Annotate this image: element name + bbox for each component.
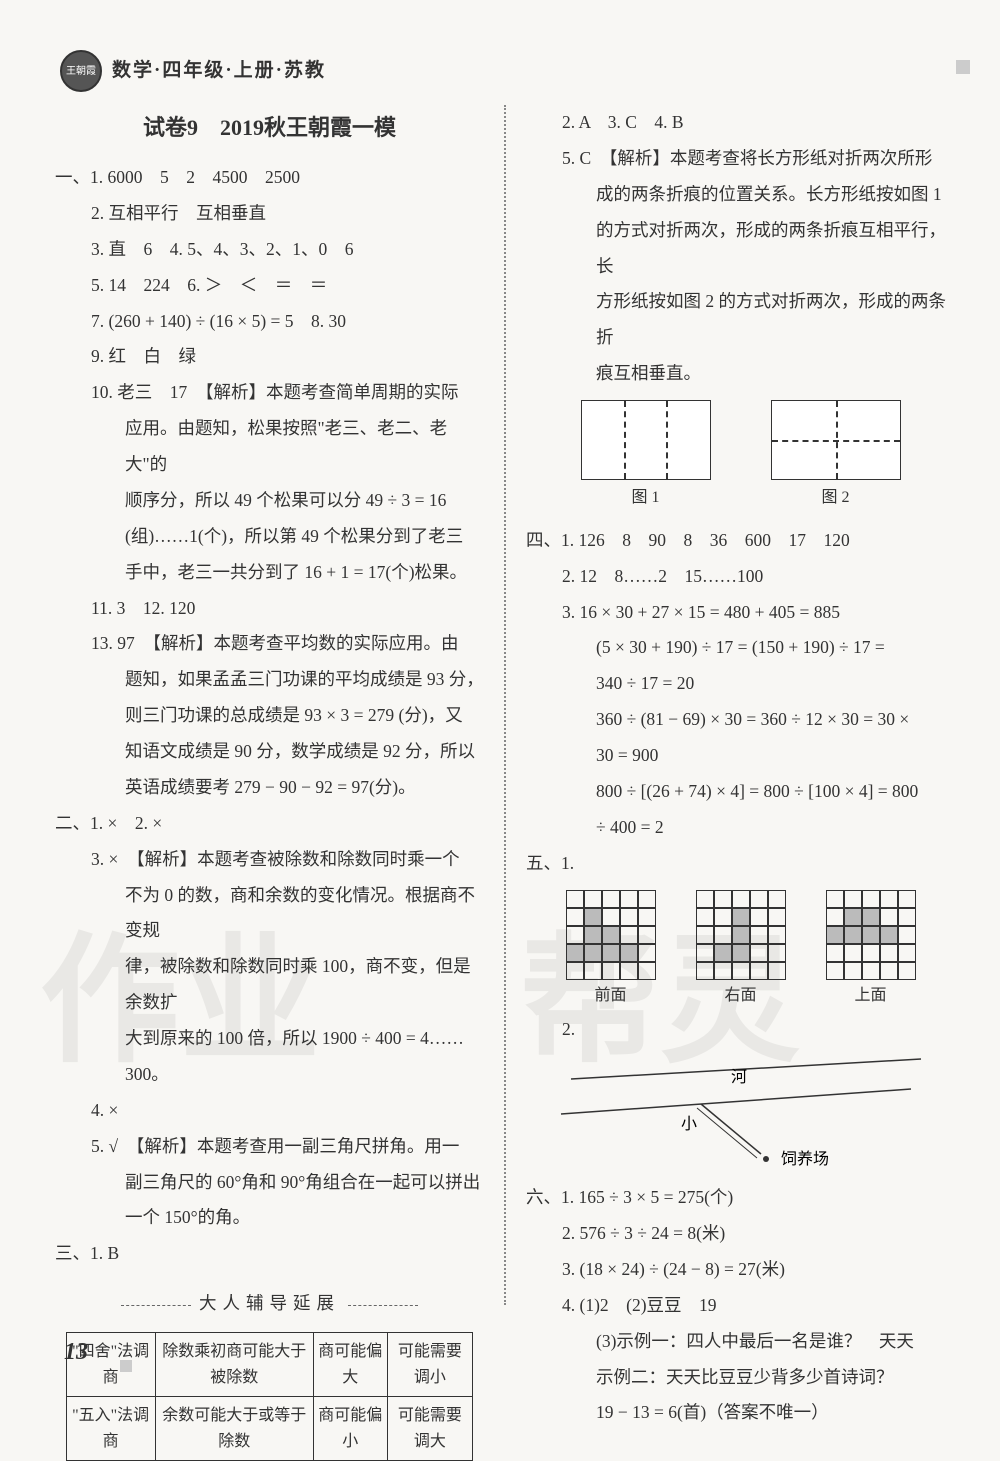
answer-line: 3. 16 × 30 + 27 × 15 = 480 + 405 = 885 bbox=[526, 595, 955, 631]
calc-line: 800 ÷ [(26 + 74) × 4] = 800 ÷ [100 × 4] … bbox=[526, 774, 955, 810]
answer-line: 2. bbox=[526, 1012, 955, 1048]
answer-line: 13. 97 【解析】本题考查平均数的实际应用。由 bbox=[55, 626, 484, 662]
table-cell: 余数可能大于或等于除数 bbox=[155, 1397, 313, 1461]
grid-right: 右面 bbox=[696, 890, 786, 1013]
answer-line: 11. 3 12. 120 bbox=[55, 591, 484, 627]
table-cell: 商可能偏小 bbox=[314, 1397, 388, 1461]
answer-line: 2. A 3. C 4. B bbox=[526, 105, 955, 141]
answer-line: 4. (1)2 (2)豆豆 19 bbox=[526, 1288, 955, 1324]
answer-line: 三、1. B bbox=[55, 1236, 484, 1272]
exam-title: 试卷9 2019秋王朝霞一模 bbox=[55, 105, 484, 150]
answer-line: 3. × 【解析】本题考查被除数和除数同时乘一个 bbox=[55, 842, 484, 878]
analysis-text: (组)……1(个)，所以第 49 个松果分到了老三 bbox=[55, 519, 484, 555]
analysis-text: 大到原来的 100 倍，所以 1900 ÷ 400 = 4……300。 bbox=[55, 1021, 484, 1093]
river-figure: 河 小 饲养场 bbox=[551, 1054, 931, 1174]
answer-line: 一、1. 6000 5 2 4500 2500 bbox=[55, 160, 484, 196]
calc-line: 360 ÷ (81 − 69) × 30 = 360 ÷ 12 × 30 = 3… bbox=[526, 702, 955, 738]
calc-line: 340 ÷ 17 = 20 bbox=[526, 666, 955, 702]
analysis-text: 不为 0 的数，商和余数的变化情况。根据商不变规 bbox=[55, 878, 484, 950]
analysis-text: 题知，如果孟孟三门功课的平均成绩是 93 分， bbox=[55, 662, 484, 698]
grid-label: 前面 bbox=[566, 980, 656, 1013]
grid-front: 前面 bbox=[566, 890, 656, 1013]
tutor-section-title: 大人辅导延展 bbox=[55, 1286, 484, 1322]
analysis-text: 则三门功课的总成绩是 93 × 3 = 279 (分)，又 bbox=[55, 698, 484, 734]
fig-label: 图 2 bbox=[771, 482, 901, 515]
grid-label: 右面 bbox=[696, 980, 786, 1013]
answer-line: 7. (260 + 140) ÷ (16 × 5) = 5 8. 30 bbox=[55, 304, 484, 340]
fold-figures: 图 1 图 2 bbox=[526, 400, 955, 515]
table-cell: 可能需要调小 bbox=[387, 1333, 473, 1397]
table-cell: 可能需要调大 bbox=[387, 1397, 473, 1461]
fig-label: 图 1 bbox=[581, 482, 711, 515]
grid-top: 上面 bbox=[826, 890, 916, 1013]
table-cell: 商可能偏大 bbox=[314, 1333, 388, 1397]
answer-line: 19 − 13 = 6(首)（答案不唯一） bbox=[526, 1395, 955, 1431]
page-number: 13 bbox=[64, 1330, 88, 1376]
main-content: 试卷9 2019秋王朝霞一模 一、1. 6000 5 2 4500 2500 2… bbox=[55, 105, 955, 1461]
answer-line: (3)示例一：四人中最后一名是谁？ 天天 bbox=[526, 1324, 955, 1360]
logo-badge: 王朝霞 bbox=[60, 50, 102, 92]
analysis-text: 应用。由题知，松果按照"老三、老二、老大"的 bbox=[55, 411, 484, 483]
answer-line: 4. × bbox=[55, 1093, 484, 1129]
column-divider bbox=[504, 105, 506, 1305]
analysis-text: 律，被除数和除数同时乘 100，商不变，但是余数扩 bbox=[55, 949, 484, 1021]
tutor-table: "四舍"法调商 除数乘初商可能大于被除数 商可能偏大 可能需要调小 "五入"法调… bbox=[66, 1332, 474, 1461]
page-header: 王朝霞 数学·四年级·上册·苏教 bbox=[60, 50, 326, 92]
answer-line: 2. 576 ÷ 3 ÷ 24 = 8(米) bbox=[526, 1216, 955, 1252]
grid-views: 前面 右面 上面 bbox=[526, 890, 955, 1013]
answer-line: 四、1. 126 8 90 8 36 600 17 120 bbox=[526, 523, 955, 559]
analysis-text: 手中，老三一共分到了 16 + 1 = 17(个)松果。 bbox=[55, 555, 484, 591]
answer-line: 9. 红 白 绿 bbox=[55, 339, 484, 375]
figure-2: 图 2 bbox=[771, 400, 901, 515]
analysis-text: 方形纸按如图 2 的方式对折两次，形成的两条折 bbox=[526, 284, 955, 356]
answer-line: 二、1. × 2. × bbox=[55, 806, 484, 842]
table-row: "五入"法调商 余数可能大于或等于除数 商可能偏小 可能需要调大 bbox=[66, 1397, 473, 1461]
table-cell: 除数乘初商可能大于被除数 bbox=[155, 1333, 313, 1397]
analysis-text: 顺序分，所以 49 个松果可以分 49 ÷ 3 = 16 bbox=[55, 483, 484, 519]
answer-line: 2. 12 8……2 15……100 bbox=[526, 559, 955, 595]
grid-label: 上面 bbox=[826, 980, 916, 1013]
analysis-text: 知语文成绩是 90 分，数学成绩是 92 分，所以 bbox=[55, 734, 484, 770]
river-label: 河 bbox=[731, 1068, 747, 1086]
answer-line: 10. 老三 17 【解析】本题考查简单周期的实际 bbox=[55, 375, 484, 411]
page-decor bbox=[120, 1360, 132, 1372]
table-cell: "五入"法调商 bbox=[66, 1397, 155, 1461]
calc-line: ÷ 400 = 2 bbox=[526, 810, 955, 846]
answer-line: 5. 14 224 6. ＞ ＜ ＝ ＝ bbox=[55, 268, 484, 304]
answer-line: 2. 互相平行 互相垂直 bbox=[55, 196, 484, 232]
small-label: 小 bbox=[681, 1115, 697, 1133]
header-subject: 数学·四年级·上册·苏教 bbox=[112, 53, 326, 89]
answer-line: 5. √ 【解析】本题考查用一副三角尺拼角。用一 bbox=[55, 1129, 484, 1165]
answer-line: 3. 直 6 4. 5、4、3、2、1、0 6 bbox=[55, 232, 484, 268]
farm-label: 饲养场 bbox=[781, 1150, 829, 1168]
answer-line: 五、1. bbox=[526, 846, 955, 882]
right-column: 2. A 3. C 4. B 5. C 【解析】本题考查将长方形纸对折两次所形 … bbox=[526, 105, 955, 1461]
left-column: 试卷9 2019秋王朝霞一模 一、1. 6000 5 2 4500 2500 2… bbox=[55, 105, 484, 1461]
figure-1: 图 1 bbox=[581, 400, 711, 515]
answer-line: 5. C 【解析】本题考查将长方形纸对折两次所形 bbox=[526, 141, 955, 177]
calc-line: (5 × 30 + 190) ÷ 17 = (150 + 190) ÷ 17 = bbox=[526, 630, 955, 666]
analysis-text: 一个 150°的角。 bbox=[55, 1200, 484, 1236]
analysis-text: 的方式对折两次，形成的两条折痕互相平行，长 bbox=[526, 213, 955, 285]
analysis-text: 痕互相垂直。 bbox=[526, 356, 955, 392]
answer-line: 六、1. 165 ÷ 3 × 5 = 275(个) bbox=[526, 1180, 955, 1216]
calc-line: 30 = 900 bbox=[526, 738, 955, 774]
analysis-text: 成的两条折痕的位置关系。长方形纸按如图 1 bbox=[526, 177, 955, 213]
answer-line: 3. (18 × 24) ÷ (24 − 8) = 27(米) bbox=[526, 1252, 955, 1288]
corner-decor bbox=[956, 60, 970, 74]
analysis-text: 副三角尺的 60°角和 90°角组合在一起可以拼出 bbox=[55, 1165, 484, 1201]
answer-line: 示例二：天天比豆豆少背多少首诗词？ bbox=[526, 1360, 955, 1396]
analysis-text: 英语成绩要考 279 − 90 − 92 = 97(分)。 bbox=[55, 770, 484, 806]
